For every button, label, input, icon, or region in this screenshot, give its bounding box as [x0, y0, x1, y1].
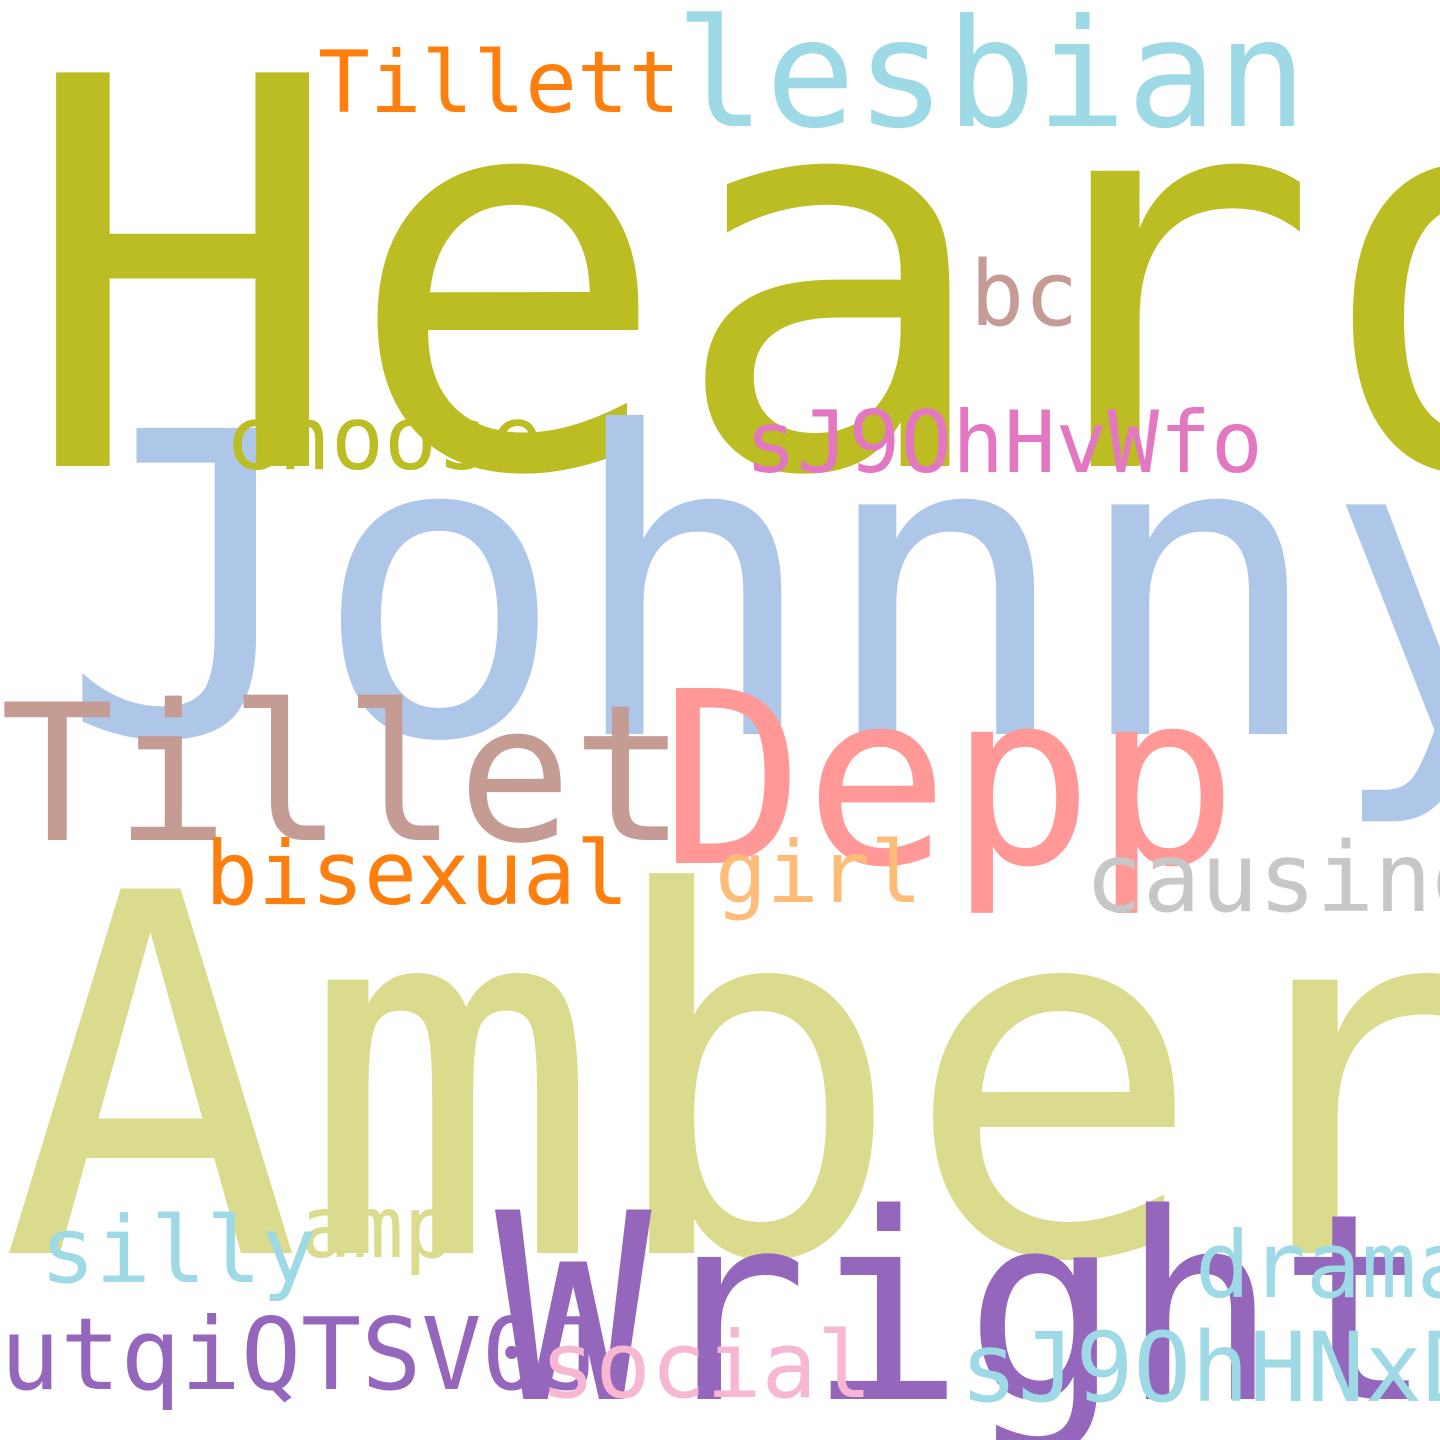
word-drama: drama: [1195, 1212, 1440, 1319]
word-girl: girl: [715, 823, 923, 923]
word-bc: bc: [970, 242, 1079, 347]
word-amp: amp: [300, 1178, 456, 1278]
word-heard: Heard: [20, 0, 1440, 594]
word-social: social: [540, 1312, 873, 1419]
word-tillett: Tillett: [318, 33, 681, 133]
word-depp: Depp: [660, 640, 1238, 920]
word-sj9ohhvwfo: sJ9OhHvWfo: [745, 393, 1263, 493]
word-sj9ohhnxdy: sJ9OhHNxDY: [960, 1312, 1440, 1424]
word-choose: choose: [225, 387, 543, 490]
word-utqiqtsv0j: utqiQTSV0J: [0, 1296, 603, 1413]
word-wright: Wright: [495, 1159, 1435, 1440]
word-tillet: Tillet: [0, 664, 687, 885]
word-amber: Amber: [0, 789, 1440, 1371]
word-lesbian: lesbian: [675, 0, 1308, 162]
word-causing: causing: [1085, 822, 1440, 934]
word-bisexual: bisexual: [205, 822, 629, 925]
word-silly: silly: [40, 1197, 317, 1304]
word-johnny: Johnny: [60, 345, 1440, 834]
